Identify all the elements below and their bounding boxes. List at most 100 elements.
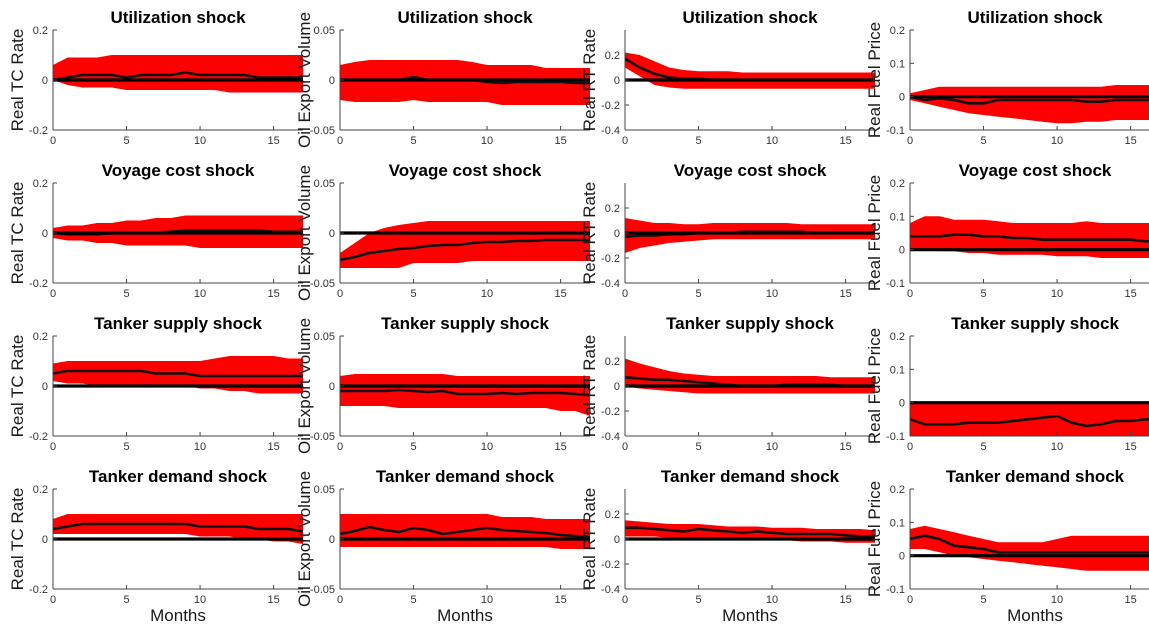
median-response-line <box>910 233 1149 243</box>
x-tick-label: 10 <box>1051 594 1063 606</box>
y-tick-label: -0.2 <box>601 406 620 418</box>
panel-title: Utilization shock <box>110 8 246 27</box>
y-tick-label: 0 <box>614 75 620 87</box>
y-tick-label: 0 <box>614 228 620 240</box>
y-axis-label: Real TC Rate <box>8 335 27 438</box>
y-axis-label: Real Fuel Price <box>865 175 884 291</box>
y-tick-label: -0.2 <box>29 125 48 137</box>
confidence-band <box>910 525 1149 571</box>
median-response-line <box>910 95 1149 105</box>
x-tick-label: 15 <box>554 594 566 606</box>
y-tick-label: 0 <box>329 381 335 393</box>
x-tick-label: 0 <box>50 288 56 300</box>
chart-panel: Tanker demand shock Oil Export Volume Mont… <box>295 467 590 625</box>
plot-area <box>53 356 303 394</box>
chart-panel: Utilization shock Real RT Rate -0.4 -0.2 0 0.… <box>580 8 875 147</box>
median-response-line <box>53 522 303 533</box>
panel-title: Tanker supply shock <box>951 314 1119 333</box>
x-tick-label: 15 <box>839 441 851 453</box>
plot-area <box>53 55 303 93</box>
y-tick-label: -0.4 <box>601 125 620 137</box>
plot-area <box>910 401 1149 436</box>
x-tick-label: 0 <box>622 288 628 300</box>
y-tick-label: -0.1 <box>886 584 905 596</box>
x-tick-label: 0 <box>337 288 343 300</box>
y-tick-label: -0.2 <box>29 431 48 443</box>
x-tick-label: 0 <box>907 594 913 606</box>
y-tick-label: 0 <box>42 534 48 546</box>
y-tick-label: 0.05 <box>314 25 335 37</box>
x-tick-label: 10 <box>194 441 206 453</box>
y-tick-label: -0.4 <box>601 584 620 596</box>
plot-area <box>625 52 875 89</box>
x-tick-label: 10 <box>1051 441 1063 453</box>
x-axis-label: Months <box>437 606 493 625</box>
y-tick-label: 0 <box>899 398 905 410</box>
chart-panel: Tanker supply shock Oil Export Volume-0.0… <box>295 314 590 454</box>
plot-area <box>340 374 590 416</box>
y-tick-label: 0 <box>329 228 335 240</box>
y-tick-label: 0.1 <box>890 211 905 223</box>
x-tick-label: 10 <box>766 135 778 147</box>
y-tick-label: 0 <box>899 245 905 257</box>
panel-title: Voyage cost shock <box>102 161 255 180</box>
y-tick-label: 0 <box>614 381 620 393</box>
y-tick-label: -0.2 <box>601 559 620 571</box>
x-tick-label: 15 <box>839 594 851 606</box>
plot-area <box>625 358 875 394</box>
x-tick-label: 10 <box>481 594 493 606</box>
x-tick-label: 5 <box>410 135 416 147</box>
plot-area <box>625 520 875 543</box>
median-response-line <box>340 238 590 262</box>
x-tick-label: 0 <box>337 594 343 606</box>
x-tick-label: 15 <box>1124 288 1136 300</box>
x-tick-label: 5 <box>980 135 986 147</box>
panel-title: Voyage cost shock <box>674 161 827 180</box>
y-tick-label: -0.2 <box>601 100 620 112</box>
plot-area <box>340 221 590 268</box>
y-tick-label: 0 <box>42 381 48 393</box>
median-response-line <box>53 71 303 82</box>
panel-title: Voyage cost shock <box>959 161 1112 180</box>
x-tick-label: 5 <box>980 441 986 453</box>
plot-area <box>910 525 1149 571</box>
x-tick-label: 10 <box>481 441 493 453</box>
x-tick-label: 5 <box>123 135 129 147</box>
y-axis-label: Real RT Rate <box>580 29 599 131</box>
median-response-line <box>910 414 1149 428</box>
x-axis-label: Months <box>1007 606 1063 625</box>
y-axis-label: Real RT Rate <box>580 182 599 284</box>
confidence-band <box>625 52 875 89</box>
panel-title: Tanker demand shock <box>89 467 268 486</box>
x-tick-label: 10 <box>481 288 493 300</box>
confidence-band <box>53 514 303 544</box>
x-tick-label: 5 <box>695 441 701 453</box>
y-tick-label: 0.05 <box>314 484 335 496</box>
x-tick-label: 15 <box>267 135 279 147</box>
median-response-line <box>340 388 590 397</box>
y-axis-label: Oil Export Volume <box>295 318 314 454</box>
plot-area <box>625 218 875 253</box>
y-tick-label: 0.2 <box>605 203 620 215</box>
x-axis-label: Months <box>150 606 206 625</box>
plot-area <box>340 514 590 549</box>
x-tick-label: 15 <box>267 594 279 606</box>
x-tick-label: 0 <box>337 135 343 147</box>
y-tick-label: 0.1 <box>890 517 905 529</box>
x-tick-label: 5 <box>980 288 986 300</box>
x-tick-label: 0 <box>622 135 628 147</box>
plot-area <box>53 215 303 248</box>
y-axis-label: Oil Export Volume <box>295 12 314 148</box>
y-axis-label: Real RT Rate <box>580 335 599 437</box>
chart-panel: Tanker demand shock Real Fuel Price Months… <box>865 467 1149 625</box>
y-tick-label: 0.1 <box>890 58 905 70</box>
x-tick-label: 5 <box>410 594 416 606</box>
x-tick-label: 15 <box>1124 441 1136 453</box>
y-axis-label: Real Fuel Price <box>865 481 884 597</box>
median-response-line <box>910 534 1149 554</box>
